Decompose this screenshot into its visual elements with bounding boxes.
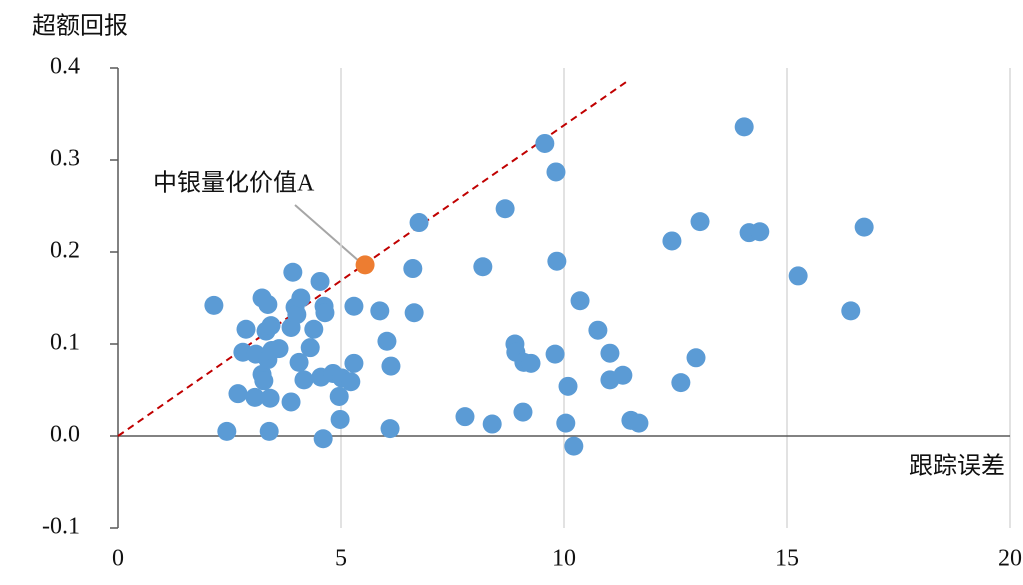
y-tick-label: 0.4 [50,54,80,80]
point [259,421,279,441]
y-tick-label: -0.1 [42,514,80,540]
y-tick-label: 0.1 [50,330,80,356]
point [404,303,424,323]
point [304,319,324,339]
annotation-leader [294,204,361,263]
point [854,217,874,237]
point [686,348,706,368]
point [300,338,320,358]
point [344,296,364,316]
point [291,288,311,308]
point [310,271,330,291]
point [254,371,274,391]
point [482,414,502,434]
point [217,421,237,441]
point [547,251,567,271]
point [473,257,493,277]
point [570,291,590,311]
point [788,266,808,286]
point [269,339,289,359]
point [521,353,541,373]
y-tick-label: 0.2 [50,238,80,264]
point [409,213,429,233]
point [261,316,281,336]
point [564,436,584,456]
point [629,413,649,433]
annotation: 中银量化价值A [153,170,315,197]
point [546,162,566,182]
point [513,402,533,422]
point [283,262,303,282]
x-tick-label: 20 [998,546,1022,572]
y-tick-label: 0.0 [50,422,80,448]
point [380,419,400,439]
y-tick-label: 0.3 [50,146,80,172]
x-tick-label: 15 [775,546,799,572]
point [341,372,361,392]
point [558,376,578,396]
point [245,387,265,407]
point [258,294,278,314]
point [671,373,691,393]
point [330,409,350,429]
point [281,392,301,412]
point [313,429,333,449]
point [355,255,375,275]
x-tick-label: 5 [335,546,347,572]
point [260,388,280,408]
point [535,133,555,153]
point [495,199,515,219]
point [344,353,364,373]
point [613,365,633,385]
point [545,344,565,364]
y-axis-title: 超额回报 [32,13,128,40]
point [377,331,397,351]
point [600,343,620,363]
x-axis-title: 跟踪误差 [909,453,1005,480]
point [228,384,248,404]
point [370,301,390,321]
point [841,301,861,321]
point [455,407,475,427]
point [690,212,710,232]
point [556,413,576,433]
point [734,117,754,137]
point [236,319,256,339]
point [289,352,309,372]
point [403,259,423,279]
point [287,305,307,325]
x-tick-label: 10 [552,546,576,572]
point [750,222,770,242]
point [315,303,335,323]
point [381,356,401,376]
point [294,370,314,390]
point [329,386,349,406]
point [204,295,224,315]
point [662,231,682,251]
point [588,320,608,340]
x-tick-label: 0 [112,546,124,572]
